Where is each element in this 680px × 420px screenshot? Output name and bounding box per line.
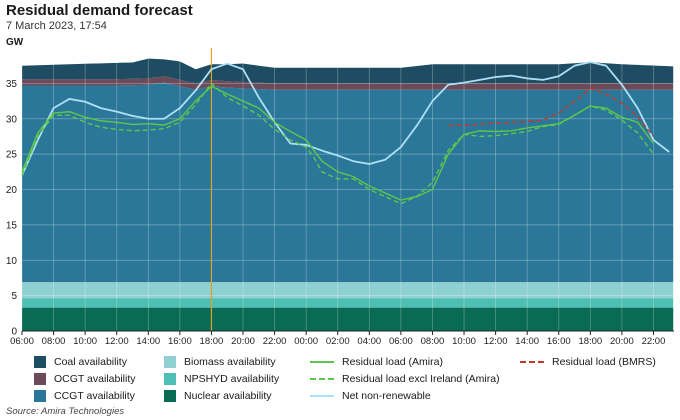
legend-residual-excl-ireland-label: Residual load excl Ireland (Amira) xyxy=(342,373,500,385)
series-net-nonrenewable xyxy=(21,61,670,176)
x-tick-label-13: 08:00 xyxy=(421,336,445,347)
x-tick-label-1: 08:00 xyxy=(42,336,66,347)
legend-npshyd: NPSHYD availability xyxy=(164,373,279,385)
x-tick-label-2: 10:00 xyxy=(73,336,97,347)
y-tick-label-30: 30 xyxy=(6,114,18,125)
legend: Coal availability OCGT availability CCGT… xyxy=(0,352,680,404)
area-biomass xyxy=(22,282,674,299)
legend-biomass-label: Biomass availability xyxy=(184,356,276,368)
legend-nuclear-swatch xyxy=(164,390,176,402)
legend-ccgt-label: CCGT availability xyxy=(54,390,135,402)
legend-residual-excl-ireland-line xyxy=(310,378,334,380)
legend-ccgt-swatch xyxy=(34,390,46,402)
y-tick-label-5: 5 xyxy=(11,291,17,302)
legend-net-nonrenewable-label: Net non-renewable xyxy=(342,390,431,402)
x-tick-label-19: 20:00 xyxy=(610,336,634,347)
x-tick-label-9: 00:00 xyxy=(294,336,318,347)
legend-residual-amira-line xyxy=(310,361,334,363)
source-note: Source: Amira Technologies xyxy=(6,406,125,417)
area-ccgt xyxy=(22,82,674,283)
y-tick-label-35: 35 xyxy=(6,79,18,90)
x-tick-label-15: 12:00 xyxy=(484,336,508,347)
legend-residual-amira: Residual load (Amira) xyxy=(310,356,443,368)
x-tick-label-3: 12:00 xyxy=(105,336,129,347)
area-nuclear xyxy=(22,307,674,331)
series-residual-bmrs xyxy=(448,87,655,137)
x-tick-label-18: 18:00 xyxy=(578,336,602,347)
legend-ocgt-swatch xyxy=(34,373,46,385)
legend-nuclear: Nuclear availability xyxy=(164,390,272,402)
legend-ocgt-label: OCGT availability xyxy=(54,373,136,385)
x-tick-label-5: 16:00 xyxy=(168,336,192,347)
legend-residual-bmrs-line xyxy=(520,361,544,363)
legend-ccgt: CCGT availability xyxy=(34,390,135,402)
y-tick-label-0: 0 xyxy=(11,327,17,338)
y-unit-label: GW xyxy=(6,37,24,48)
x-tick-label-7: 20:00 xyxy=(231,336,255,347)
x-tick-label-8: 22:00 xyxy=(263,336,287,347)
legend-coal: Coal availability xyxy=(34,356,127,368)
chart: 0 5 10 15 20 25 30 35 06:00 08:00 10:00 12:00 14:00 1… xyxy=(6,48,674,347)
x-tick-label-14: 10:00 xyxy=(452,336,476,347)
legend-nuclear-label: Nuclear availability xyxy=(184,390,272,402)
y-tick-label-10: 10 xyxy=(6,256,18,267)
legend-biomass-swatch xyxy=(164,356,176,368)
y-tick-label-20: 20 xyxy=(6,185,18,196)
chart-title: Residual demand forecast xyxy=(6,2,193,19)
legend-net-nonrenewable-line xyxy=(310,395,334,397)
legend-residual-amira-label: Residual load (Amira) xyxy=(342,356,443,368)
x-tick-label-20: 22:00 xyxy=(642,336,666,347)
area-ocgt xyxy=(22,76,674,90)
legend-residual-excl-ireland: Residual load excl Ireland (Amira) xyxy=(310,373,500,385)
y-tick-label-15: 15 xyxy=(6,220,18,231)
chart-subtitle: 7 March 2023, 17:54 xyxy=(6,20,107,32)
legend-net-nonrenewable: Net non-renewable xyxy=(310,390,431,402)
legend-residual-bmrs-label: Residual load (BMRS) xyxy=(552,356,656,368)
area-npshyd xyxy=(22,298,674,308)
x-tick-label-4: 14:00 xyxy=(136,336,160,347)
x-tick-label-6: 18:00 xyxy=(200,336,224,347)
legend-residual-bmrs: Residual load (BMRS) xyxy=(520,356,656,368)
legend-npshyd-swatch xyxy=(164,373,176,385)
series-residual-amira xyxy=(21,85,655,201)
x-tick-label-0: 06:00 xyxy=(10,336,34,347)
legend-biomass: Biomass availability xyxy=(164,356,276,368)
x-tick-label-11: 04:00 xyxy=(357,336,381,347)
x-tick-label-17: 16:00 xyxy=(547,336,571,347)
x-tick-label-10: 02:00 xyxy=(326,336,350,347)
legend-npshyd-label: NPSHYD availability xyxy=(184,373,280,385)
legend-coal-swatch xyxy=(34,356,46,368)
legend-ocgt: OCGT availability xyxy=(34,373,136,385)
y-tick-label-25: 25 xyxy=(6,150,18,161)
legend-coal-label: Coal availability xyxy=(54,356,127,368)
x-tick-label-16: 14:00 xyxy=(515,336,539,347)
x-tick-label-12: 06:00 xyxy=(389,336,413,347)
area-coal xyxy=(22,58,674,84)
